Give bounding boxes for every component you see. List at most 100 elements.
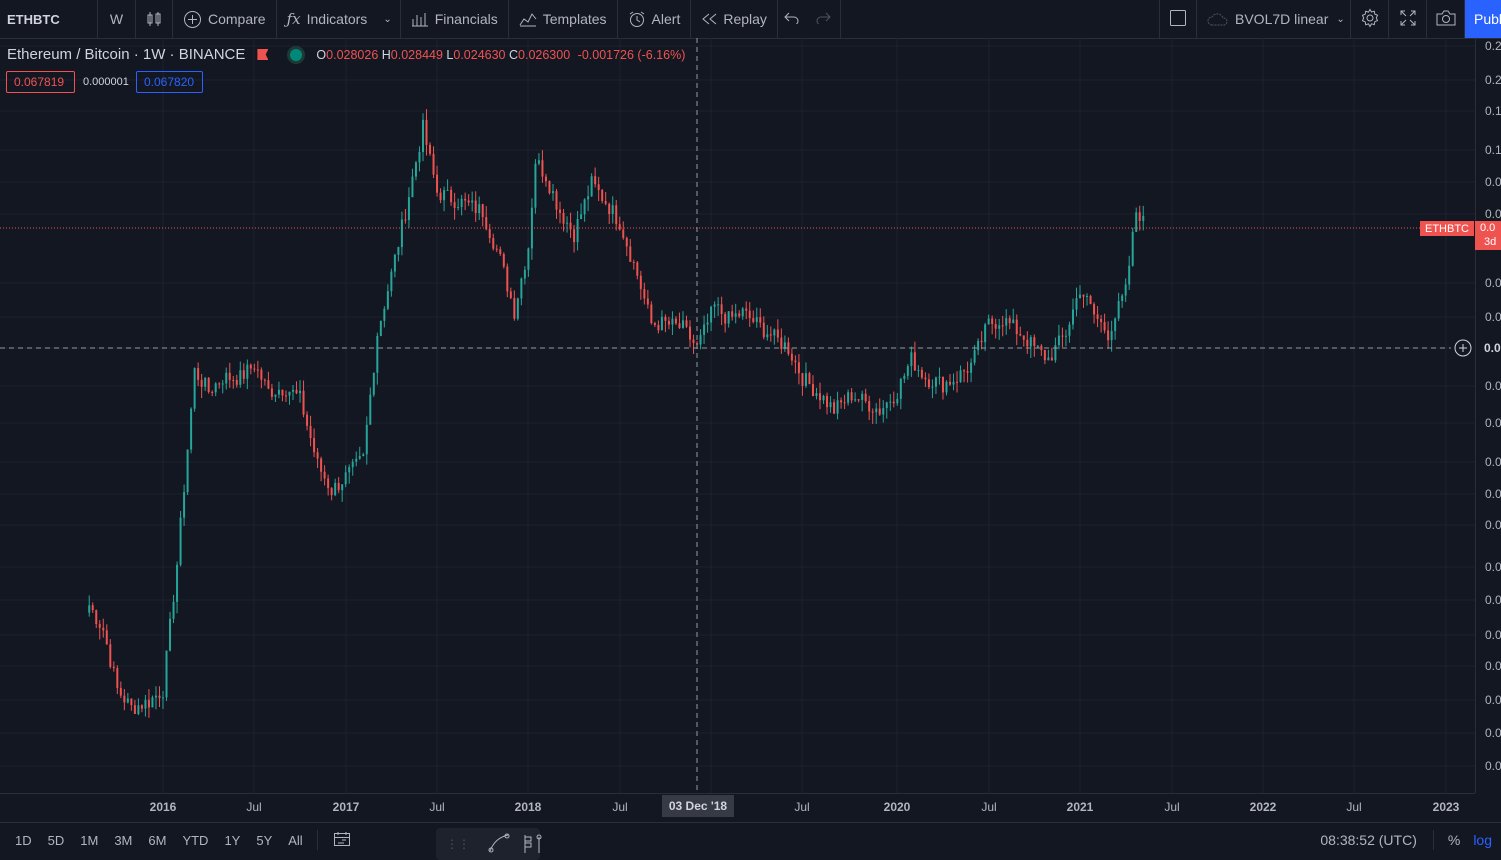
candle-body [541, 160, 544, 177]
symbol-title[interactable]: Ethereum / Bitcoin · 1W · BINANCE [7, 46, 246, 63]
candle-body [386, 291, 389, 309]
alert-button[interactable]: Alert [618, 0, 692, 38]
candle-body [731, 311, 734, 317]
sell-button[interactable]: 0.067819 [6, 71, 75, 93]
candle-body [1068, 324, 1071, 336]
candle-body [980, 340, 983, 343]
layout-name-button[interactable]: BVOL7D linear ⌄ [1197, 0, 1351, 38]
range-button-1y[interactable]: 1Y [224, 832, 241, 848]
price-tick-label: 0.0 [1485, 560, 1501, 574]
candle-body [274, 394, 277, 397]
square-icon [1169, 9, 1187, 30]
publish-button[interactable]: Publish [1465, 0, 1501, 38]
flag-icon[interactable] [257, 49, 269, 60]
range-button-5y[interactable]: 5Y [256, 832, 273, 848]
candle-body [112, 666, 115, 669]
candle-body [544, 176, 547, 182]
candle-body [548, 181, 551, 194]
symbol-tag-label: ETHBTC [1425, 222, 1469, 235]
range-button-5d[interactable]: 5D [47, 832, 65, 848]
interval-button[interactable]: W [98, 0, 136, 38]
range-button-6m[interactable]: 6M [148, 832, 167, 848]
candle-body [95, 610, 98, 625]
candle-body [1040, 345, 1043, 350]
candle-body [706, 322, 709, 325]
ohlc-values: O0.028026 H0.028449 L0.024630 C0.026300 … [316, 48, 685, 62]
go-to-date-button[interactable] [333, 831, 351, 850]
financials-button[interactable]: Financials [401, 0, 509, 38]
time-axis[interactable]: 2016 Jul 2017 Jul 2018 Jul Jul 2020 Jul 2021 Jul 20… [0, 793, 1475, 822]
candle-body [450, 189, 453, 203]
candle-body [309, 425, 312, 439]
candle-body [917, 369, 920, 371]
symbol-search[interactable]: ETHBTC [0, 0, 98, 38]
compare-button[interactable]: Compare [173, 0, 277, 38]
candle-body [414, 162, 417, 177]
candle-body [267, 380, 270, 389]
settings-button[interactable] [1351, 0, 1389, 38]
log-scale-toggle[interactable]: log [1473, 832, 1492, 848]
market-status-icon[interactable] [290, 48, 303, 61]
candle-body [1128, 265, 1131, 285]
candle-body [590, 176, 593, 197]
candle-body [931, 386, 934, 388]
fullscreen-button[interactable] [1389, 0, 1427, 38]
candle-body [119, 687, 122, 696]
candle-body [685, 320, 688, 327]
buy-button[interactable]: 0.067820 [136, 71, 203, 93]
layout-select-button[interactable] [1159, 0, 1197, 38]
symbol-label: ETHBTC [7, 11, 60, 27]
candle-body [653, 323, 656, 325]
candle-body [573, 229, 576, 243]
drag-handle-icon[interactable]: ⋮⋮ [446, 837, 470, 851]
percent-scale-toggle[interactable]: % [1447, 832, 1461, 848]
candle-body [864, 393, 867, 402]
replay-label: Replay [723, 11, 767, 27]
indicators-button[interactable]: ƒx Indicators ⌄ [277, 0, 401, 38]
price-scale[interactable]: 0.2 0.2 0.1 0.1 0.0 0.0 0.0 0.0 0.0 0.0 0.0 0.0 0.0 0… [1475, 38, 1501, 793]
time-tick-label: 2018 [514, 800, 542, 814]
range-button-1d[interactable]: 1D [15, 832, 32, 848]
time-tick-label: Jul [1164, 800, 1180, 814]
clock[interactable]: 08:38:52 (UTC) [1320, 832, 1417, 848]
candle-body [197, 368, 200, 380]
candle-body [478, 204, 481, 214]
crosshair-plus-button[interactable] [1451, 338, 1475, 358]
redo-button[interactable] [807, 0, 841, 38]
sell-price: 0.067819 [14, 75, 65, 89]
candle-body [516, 298, 519, 319]
anchored-vwap-icon[interactable] [520, 833, 544, 856]
range-button-ytd[interactable]: YTD [182, 832, 209, 848]
price-tick-label: 0.0 [1485, 379, 1501, 393]
candle-body [1093, 304, 1096, 315]
range-button-3m[interactable]: 3M [114, 832, 133, 848]
time-tick-label: Jul [429, 800, 445, 814]
candle-body [439, 192, 442, 201]
snapshot-button[interactable] [1427, 0, 1465, 38]
candle-body [899, 378, 902, 399]
candle-body [780, 337, 783, 349]
candle-body [850, 392, 853, 401]
chart-style-button[interactable] [136, 0, 173, 38]
price-chart[interactable] [0, 38, 1475, 793]
candle-body [977, 340, 980, 351]
undo-button[interactable] [778, 0, 807, 38]
curve-tool-icon[interactable] [488, 833, 510, 856]
candle-body [246, 364, 249, 379]
candle-body [534, 163, 537, 208]
calendar-icon [333, 831, 351, 850]
range-button-all[interactable]: All [288, 832, 303, 848]
candle-body [555, 191, 558, 210]
candle-body [875, 408, 878, 413]
replay-button[interactable]: Replay [691, 0, 778, 38]
candle-body [372, 372, 375, 395]
candle-body [169, 618, 172, 651]
candle-body [186, 449, 189, 493]
candle-body [133, 705, 136, 715]
crosshair-price-label: 0.0 [1484, 341, 1501, 355]
candle-body [446, 189, 449, 191]
range-button-1m[interactable]: 1M [80, 832, 99, 848]
candle-body [639, 275, 642, 290]
candle-body [502, 253, 505, 267]
templates-button[interactable]: Templates [509, 0, 618, 38]
